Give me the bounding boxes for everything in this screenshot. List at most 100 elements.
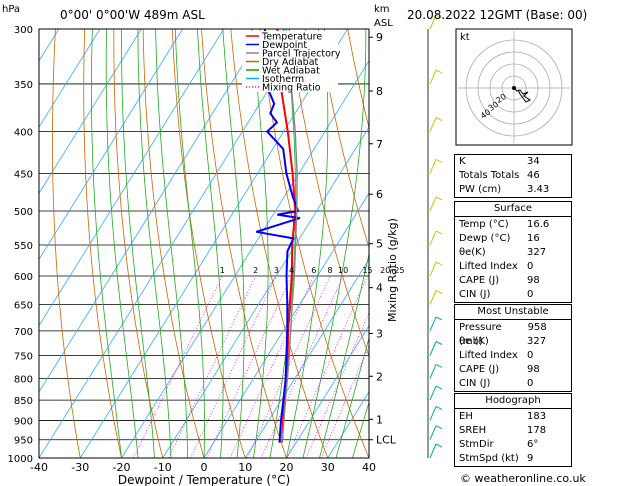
- mu-row: θe (K) 327: [459, 336, 547, 347]
- hodo-row: SREH 178: [459, 425, 547, 436]
- asl-label: ASL: [374, 18, 393, 29]
- wet-adiabat-line: [251, 29, 269, 458]
- wet-adiabat-line: [121, 29, 155, 458]
- dry-adiabat-line: [83, 29, 122, 458]
- isotherm-line: [244, 258, 369, 458]
- wind-barb-flag: [435, 364, 443, 368]
- mixing-ratio-label: 20: [380, 266, 390, 275]
- wet-adiabat-line: [174, 29, 205, 458]
- mixing-ratio-label: 1: [220, 266, 225, 275]
- temperature-tick-label: 40: [362, 461, 376, 474]
- mixing-ratio-label: 2: [253, 266, 258, 275]
- legend-label: Mixing Ratio: [262, 83, 321, 94]
- legend-label: Temperature: [261, 32, 322, 43]
- surface-panel: Surface Temp (°C) 16.6 Dewp (°C) 16 θe(K) 3…: [454, 201, 572, 303]
- pressure-tick-label: 950: [14, 436, 33, 447]
- dry-adiabat-line: [288, 29, 369, 358]
- most-unstable-title: Most Unstable: [455, 305, 571, 320]
- wind-barb-flag: [435, 230, 443, 235]
- mixing-ratio-label: 3: [274, 266, 279, 275]
- index-row: Totals Totals 46: [459, 170, 540, 181]
- pressure-tick-label: 350: [14, 80, 33, 91]
- wet-adiabat-line: [90, 29, 122, 458]
- mixing-ratio-line: [229, 275, 315, 458]
- wind-barb: [429, 290, 437, 305]
- datetime-title: 20.08.2022 12GMT (Base: 00): [407, 8, 588, 22]
- temperature-tick-label: 10: [238, 461, 252, 474]
- mixing-ratio-line: [247, 275, 331, 458]
- hodo-row: StmDir 6°: [459, 439, 539, 450]
- isotherm-line: [39, 29, 183, 261]
- surface-row: CAPE (J) 98: [459, 275, 540, 286]
- pressure-tick-label: 800: [14, 374, 33, 385]
- surface-row: Lifted Index 0: [459, 261, 534, 272]
- wind-barb-flag: [435, 159, 443, 163]
- wind-barb-flag: [435, 341, 443, 345]
- legend-label: Wet Adiabat: [262, 66, 320, 77]
- surface-row: θe(K) 327: [459, 247, 547, 258]
- chart-series: [256, 29, 301, 443]
- series-line-dewpoint: [256, 29, 301, 443]
- index-row: K 34: [459, 156, 540, 167]
- km-tick-label: 8: [376, 85, 383, 98]
- dry-adiabat-line: [113, 29, 164, 458]
- footer-credit: © weatheronline.co.uk: [460, 472, 586, 485]
- dry-adiabat-line: [230, 29, 329, 458]
- surface-title: Surface: [455, 202, 571, 217]
- wind-barb: [429, 117, 437, 132]
- series-line-parcel-trajectory: [281, 29, 298, 443]
- km-tick-label: LCL: [376, 434, 397, 447]
- wind-barb: [429, 261, 437, 277]
- wet-adiabat-line: [335, 336, 369, 458]
- km-tick-label: 1: [376, 413, 383, 426]
- hodograph-trace: [513, 87, 531, 103]
- chart-grid: [39, 29, 629, 458]
- wind-barb: [429, 364, 437, 379]
- indices-panel: K 34 Totals Totals 46 PW (cm) 3.43: [454, 154, 572, 198]
- legend-label: Isotherm: [262, 74, 304, 85]
- dry-adiabat-line: [611, 29, 629, 458]
- wind-barb: [429, 230, 437, 246]
- hodograph-unit-label: kt: [460, 32, 470, 43]
- km-tick-label: 6: [376, 188, 383, 201]
- chart-axes: 3003504004505005506006507007508008509009…: [8, 25, 405, 474]
- mixing-ratio-line: [206, 275, 292, 458]
- legend-label: Dewpoint: [262, 40, 307, 51]
- isotherm-line: [286, 324, 369, 458]
- km-tick-label: 3: [376, 327, 383, 340]
- isotherm-line: [121, 60, 369, 458]
- wet-adiabat-line: [155, 29, 188, 458]
- wind-barb: [429, 14, 437, 30]
- surface-row: CIN (J) 0: [459, 289, 534, 300]
- legend-label: Dry Adiabat: [262, 57, 319, 68]
- hodo-row: StmSpd (kt) 9: [459, 453, 534, 464]
- km-tick-label: 4: [376, 282, 383, 295]
- mixing-ratio-line: [286, 275, 368, 458]
- pressure-tick-label: 550: [14, 241, 33, 252]
- most-unstable-panel: Most Unstable Pressure (mb) 958 θe (K) 327…: [454, 304, 572, 392]
- mu-row: Lifted Index 0: [459, 350, 534, 361]
- legend-label: Parcel Trajectory: [262, 49, 341, 60]
- km-tick-label: 5: [376, 238, 383, 251]
- pressure-tick-label: 500: [14, 207, 33, 218]
- temperature-tick-label: 0: [201, 461, 208, 474]
- wind-barb-flag: [435, 316, 443, 321]
- km-label: km: [374, 4, 390, 15]
- isotherm-line: [39, 29, 101, 128]
- mixing-ratio-label: 10: [338, 266, 348, 275]
- hodograph-storm-motion: [512, 86, 516, 90]
- km-tick-label: 2: [376, 370, 383, 383]
- temperature-tick-label: 30: [321, 461, 335, 474]
- isotherm-line: [39, 29, 266, 393]
- wet-adiabat-line: [286, 29, 329, 458]
- temperature-tick-label: -30: [71, 461, 89, 474]
- wind-barb-flag: [435, 196, 443, 201]
- mixing-ratio-label: 8: [328, 266, 333, 275]
- wind-barb: [429, 406, 437, 421]
- wind-barb-flag: [435, 406, 443, 410]
- km-tick-label: 7: [376, 138, 383, 151]
- dry-adiabat-line: [259, 29, 369, 458]
